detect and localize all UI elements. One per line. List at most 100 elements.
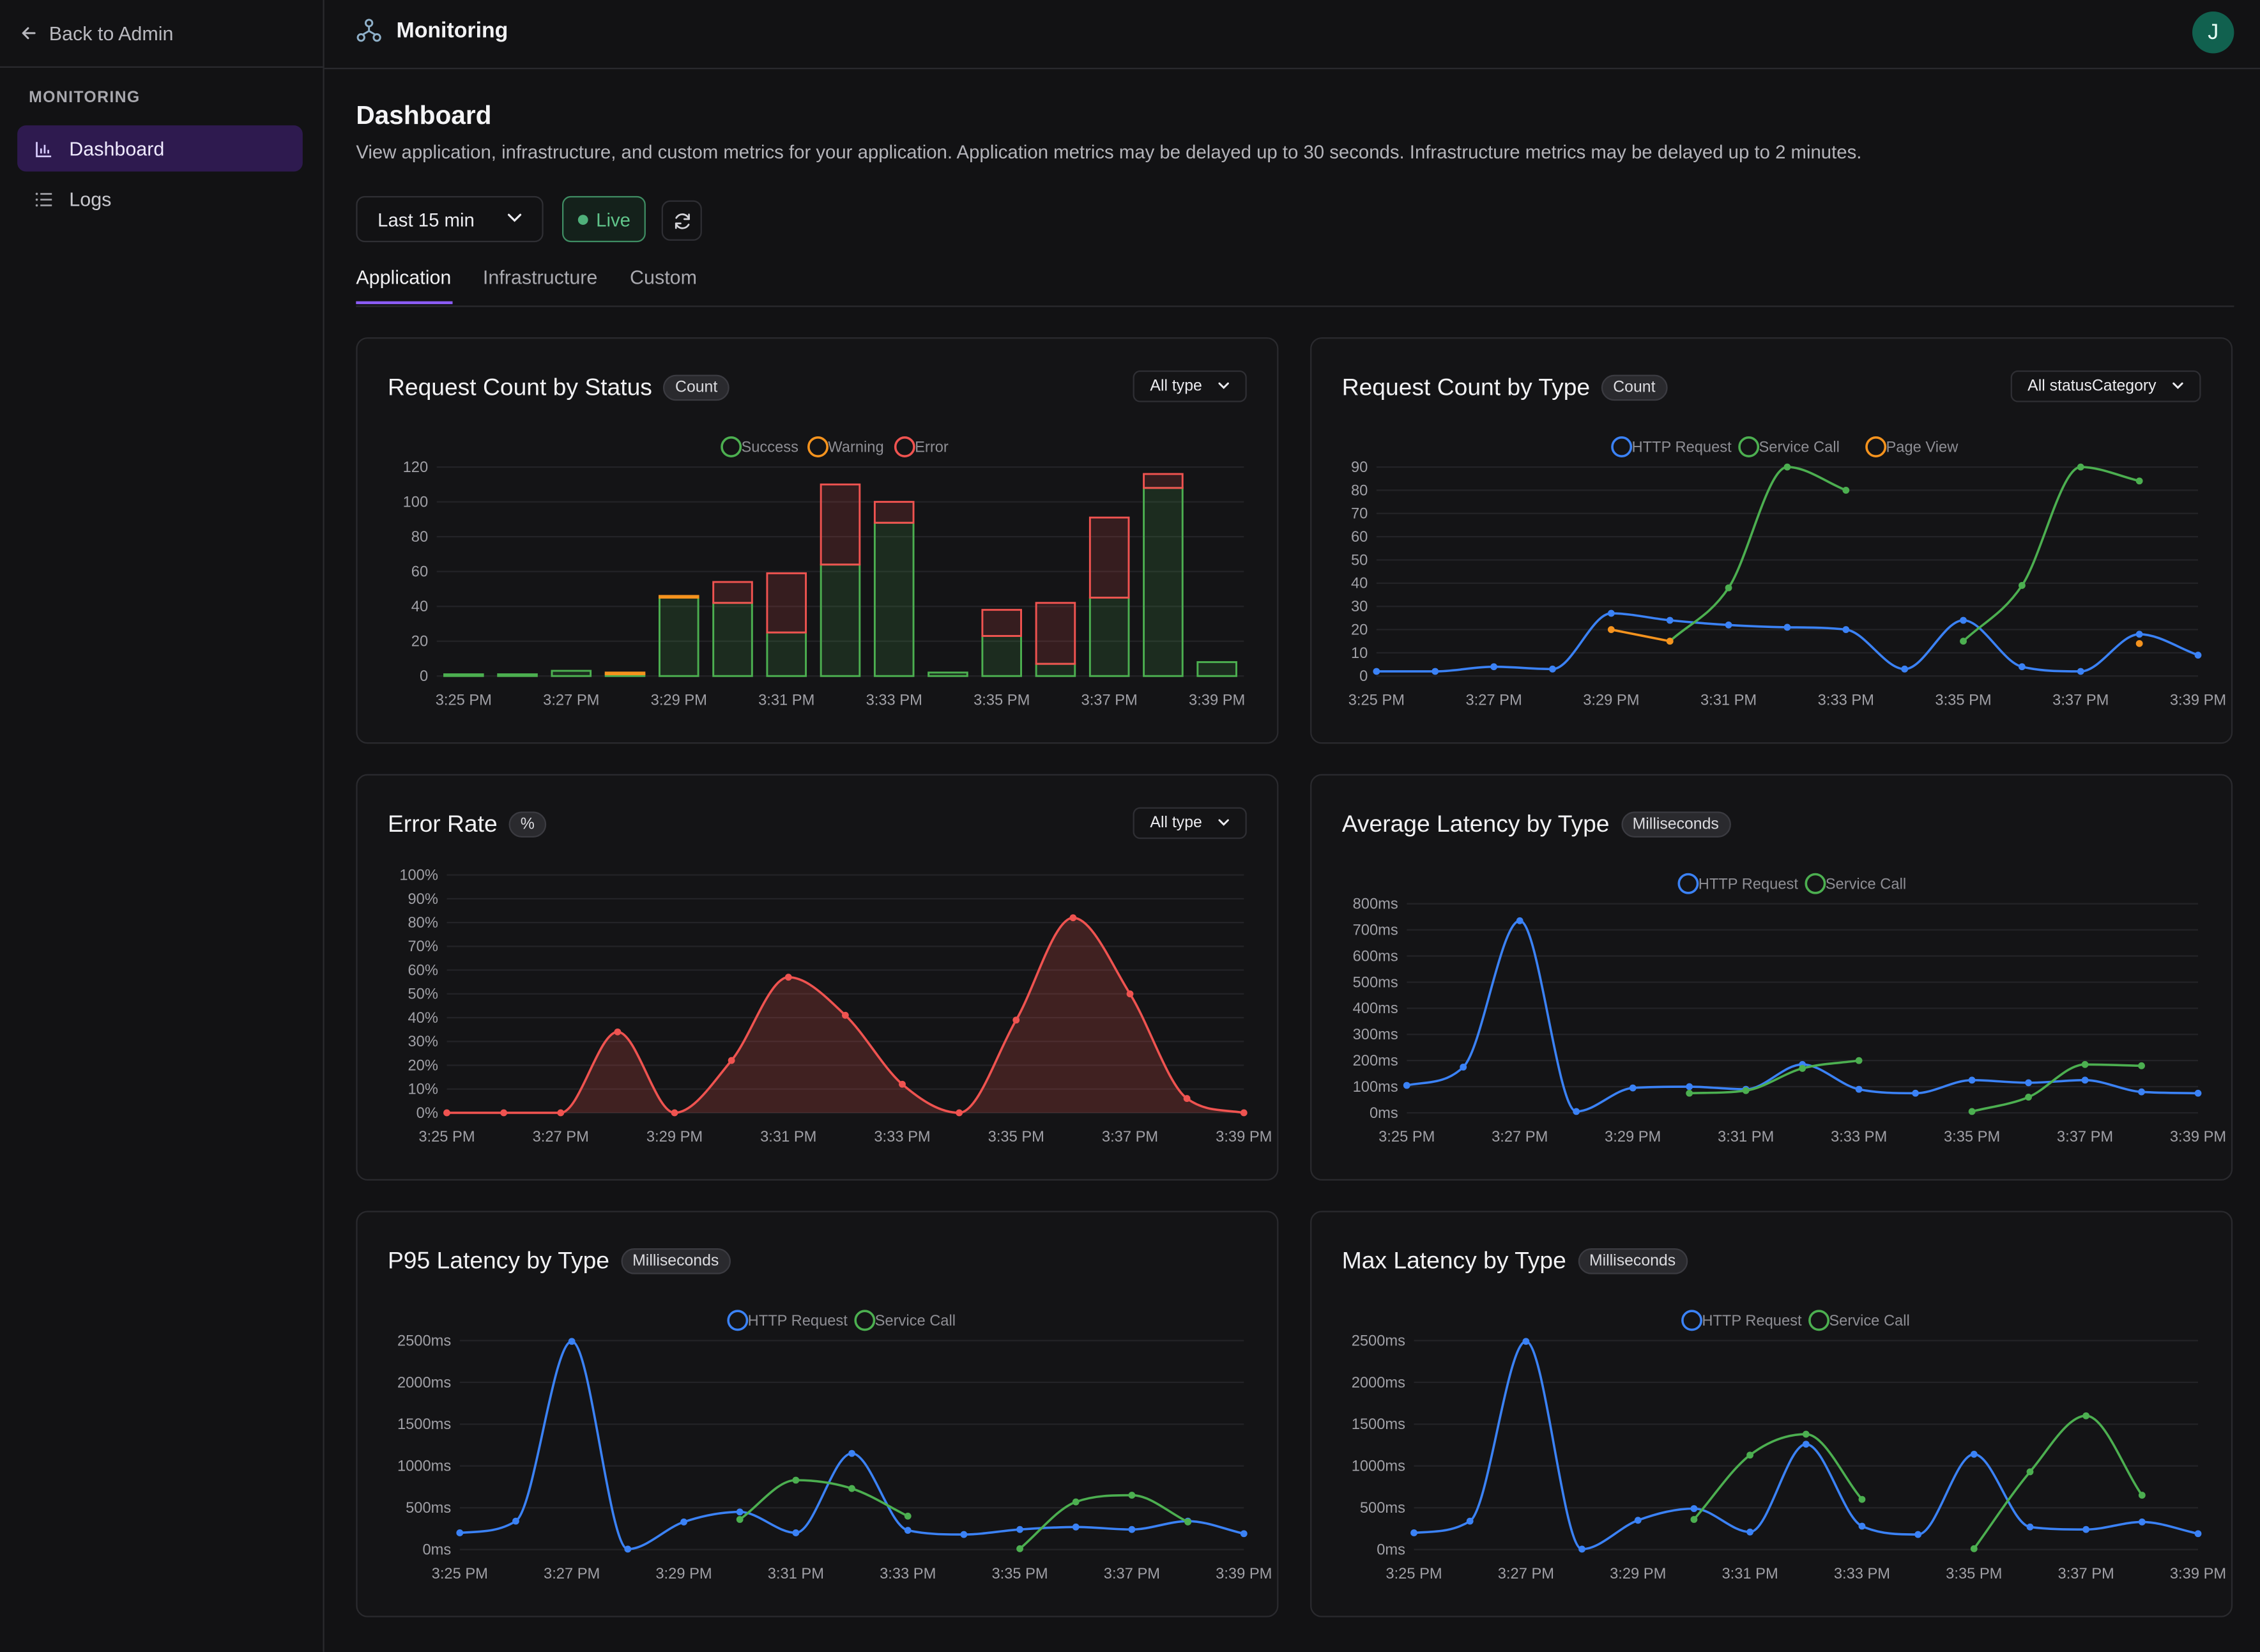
x-tick-label: 3:37 PM: [2052, 692, 2109, 708]
x-tick-label: 3:27 PM: [543, 692, 599, 708]
bar-success: [928, 671, 968, 677]
x-tick-label: 3:29 PM: [646, 1129, 703, 1145]
bar-error: [981, 609, 1022, 638]
type-filter-select[interactable]: All type: [1133, 370, 1247, 402]
y-tick-label: 400ms: [1353, 1000, 1398, 1017]
data-point-http-request: [960, 1531, 968, 1538]
bar-success: [497, 673, 538, 677]
chevron-down-icon: [507, 213, 522, 222]
data-point-service-call: [1970, 1545, 1978, 1552]
y-tick-label: 60: [411, 564, 428, 581]
bar-success: [1088, 597, 1130, 677]
y-tick-label: 80: [1351, 482, 1368, 499]
type-filter-select[interactable]: All type: [1133, 807, 1247, 839]
legend-label-page-view: Page View: [1886, 440, 1958, 456]
x-tick-label: 3:39 PM: [2170, 692, 2226, 708]
data-point-http-request: [1573, 1108, 1580, 1115]
y-tick-label: 80: [411, 529, 428, 546]
card-title: Error Rate%: [388, 811, 546, 839]
x-tick-label: 3:39 PM: [1216, 1566, 1272, 1582]
y-tick-label: 500ms: [1353, 974, 1398, 991]
y-tick-label: 800ms: [1353, 896, 1398, 913]
y-tick-label: 2000ms: [397, 1375, 451, 1391]
sidebar-item-label: Dashboard: [69, 137, 165, 160]
sidebar-item-dashboard[interactable]: Dashboard: [17, 125, 303, 172]
y-tick-label: 700ms: [1353, 922, 1398, 939]
bar-error: [766, 572, 807, 634]
tab-infrastructure[interactable]: Infrastructure: [482, 266, 598, 289]
data-point-service-call: [1742, 1087, 1750, 1094]
data-point-service-call: [736, 1516, 744, 1523]
x-tick-label: 3:35 PM: [1946, 1566, 2002, 1582]
time-range-select[interactable]: Last 15 min: [356, 195, 544, 243]
x-tick-label: 3:29 PM: [655, 1566, 712, 1582]
error-rate-chart: 0% 10% 20% 30% 40% 50% 60% 70% 80% 90% 100% 3:25 PM…: [399, 868, 1272, 1146]
y-tick-label: 0%: [416, 1105, 438, 1122]
data-point-service-call: [2138, 1062, 2145, 1069]
list-icon: [35, 192, 52, 206]
legend-swatch-http-request: [1677, 873, 1699, 894]
data-point-http-request: [1970, 1451, 1978, 1458]
x-tick-label: 3:33 PM: [866, 692, 922, 708]
legend-label-service-call: Service Call: [875, 1313, 956, 1329]
series-line-service-call: [1668, 466, 1847, 643]
tab-custom[interactable]: Custom: [630, 266, 698, 289]
x-tick-label: 3:39 PM: [2170, 1129, 2226, 1145]
app-brand: Monitoring: [356, 17, 508, 43]
series-line-service-call: [1693, 1433, 1863, 1520]
data-point-service-call: [1128, 1492, 1136, 1499]
data-point-http-request: [1725, 621, 1732, 629]
legend-swatch-page-view: [1865, 436, 1887, 457]
data-point-service-call: [1842, 487, 1850, 494]
data-point-service-call: [1799, 1065, 1806, 1072]
data-point-http-request: [1960, 616, 1967, 624]
y-tick-label: 70%: [408, 938, 438, 955]
data-point-http-request: [2194, 652, 2202, 659]
back-to-admin-link[interactable]: Back to Admin: [0, 0, 323, 68]
x-tick-label: 3:37 PM: [1104, 1566, 1160, 1582]
data-point-service-call: [1783, 463, 1791, 471]
data-point-http-request: [1690, 1505, 1698, 1512]
data-point-page-view: [1607, 626, 1615, 633]
x-tick-label: 3:31 PM: [758, 692, 814, 708]
data-point-http-request: [1072, 1523, 1080, 1531]
card-title: Max Latency by Type Milliseconds: [1342, 1248, 1688, 1276]
tab-application[interactable]: Application: [356, 266, 452, 289]
y-tick-label: 40: [411, 599, 428, 615]
legend-swatch-http-request: [727, 1310, 749, 1331]
p95-latency-chart: 0ms 500ms 1000ms 1500ms 2000ms 2500ms 3:25 PM 3…: [397, 1310, 1272, 1582]
data-point-http-request: [1460, 1063, 1467, 1071]
x-tick-label: 3:33 PM: [1834, 1566, 1890, 1582]
series-line-service-call: [1689, 1059, 1859, 1095]
x-tick-label: 3:27 PM: [1492, 1129, 1548, 1145]
card-p95-latency-by-type: 0ms 500ms 1000ms 1500ms 2000ms 2500ms 3:25 PM 3…: [356, 1211, 1279, 1618]
data-point-service-call: [1855, 1057, 1863, 1064]
y-tick-label: 300ms: [1353, 1027, 1398, 1043]
status-category-filter-select[interactable]: All statusCategory: [2010, 370, 2201, 402]
y-tick-label: 30%: [408, 1034, 438, 1050]
data-point-http-request: [1490, 663, 1498, 671]
x-tick-label: 3:25 PM: [1386, 1566, 1442, 1582]
data-point-http-request: [1666, 616, 1674, 624]
x-tick-label: 3:31 PM: [760, 1129, 816, 1145]
data-point-http-request: [736, 1508, 744, 1516]
data-point-http-request: [1634, 1517, 1642, 1524]
user-avatar[interactable]: J: [2192, 11, 2234, 54]
data-point-http-request: [2138, 1518, 2146, 1526]
bar-success: [873, 521, 915, 677]
y-tick-label: 50%: [408, 986, 438, 1003]
live-toggle[interactable]: Live: [561, 195, 646, 243]
refresh-button[interactable]: [661, 200, 702, 241]
max-latency-chart: 0ms 500ms 1000ms 1500ms 2000ms 2500ms 3:25 PM 3…: [1352, 1310, 2226, 1582]
sidebar: Back to Admin MONITORING Dashboard Logs: [0, 0, 324, 1652]
y-tick-label: 2000ms: [1352, 1375, 1405, 1391]
card-request-count-by-type: 0 10 20 30 40 50 60 70 80 90 3:25 PM 3:27 PM 3:29 PM…: [1310, 337, 2233, 744]
data-point-service-call: [904, 1512, 912, 1520]
data-point-http-request: [1128, 1526, 1136, 1533]
y-tick-label: 1000ms: [1352, 1458, 1405, 1475]
page-description: View application, infrastructure, and cu…: [356, 141, 1862, 163]
filter-value: All statusCategory: [2027, 378, 2157, 395]
data-point-service-call: [1858, 1495, 1866, 1503]
sidebar-item-logs[interactable]: Logs: [17, 176, 303, 222]
x-tick-label: 3:27 PM: [544, 1566, 600, 1582]
